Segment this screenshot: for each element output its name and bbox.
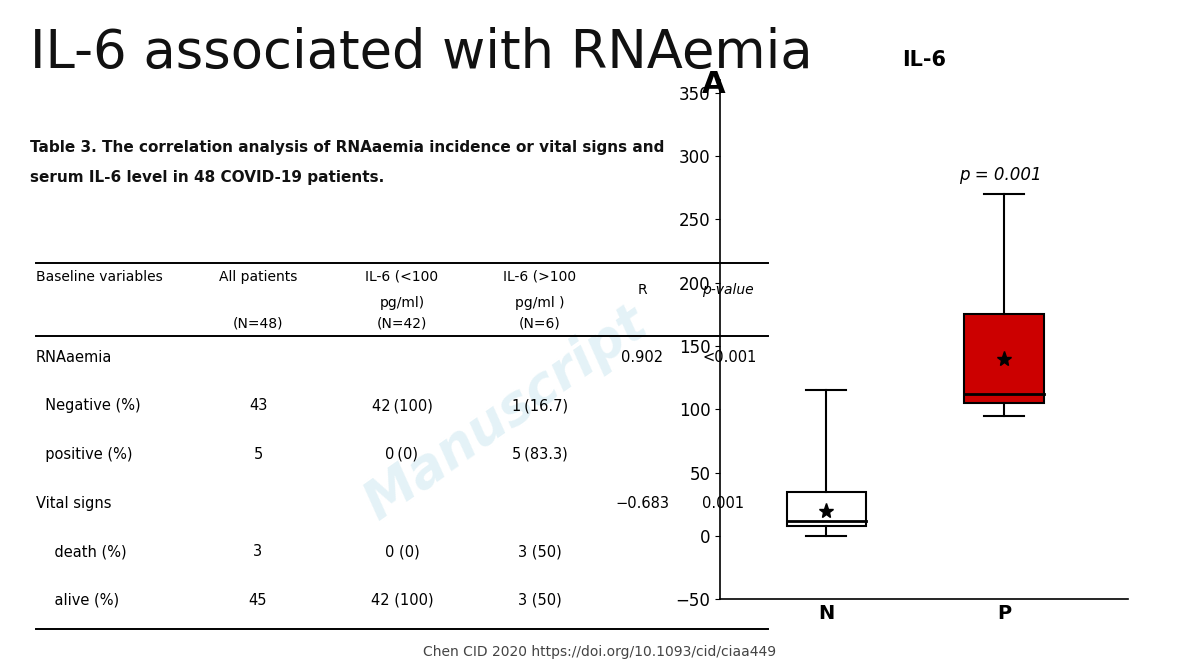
Text: 1 (16.7): 1 (16.7) xyxy=(512,398,568,414)
Text: alive (%): alive (%) xyxy=(36,593,119,608)
Text: IL-6 (<100: IL-6 (<100 xyxy=(366,270,438,284)
Text: 5 (83.3): 5 (83.3) xyxy=(512,447,568,462)
Text: death (%): death (%) xyxy=(36,544,127,559)
Text: 43: 43 xyxy=(248,398,268,414)
Text: 42 (100): 42 (100) xyxy=(372,398,432,414)
Text: Manuscript: Manuscript xyxy=(355,296,658,529)
Text: 42 (100): 42 (100) xyxy=(371,593,433,608)
Text: pg/ml): pg/ml) xyxy=(379,296,425,310)
Text: (N=6): (N=6) xyxy=(520,316,560,330)
Text: p = 0.001: p = 0.001 xyxy=(960,166,1042,184)
Text: 3 (50): 3 (50) xyxy=(518,593,562,608)
Text: pg/ml ): pg/ml ) xyxy=(515,296,565,310)
Text: Baseline variables: Baseline variables xyxy=(36,270,163,284)
Title: IL-6: IL-6 xyxy=(902,50,946,70)
Text: IL-6 associated with RNAemia: IL-6 associated with RNAemia xyxy=(30,27,812,79)
Text: 0.001: 0.001 xyxy=(702,496,744,511)
Text: 3 (50): 3 (50) xyxy=(518,544,562,559)
Text: (N=48): (N=48) xyxy=(233,316,283,330)
Text: <0.001: <0.001 xyxy=(702,350,756,365)
Text: 0.902: 0.902 xyxy=(620,350,664,365)
Text: (N=42): (N=42) xyxy=(377,316,427,330)
Text: 3: 3 xyxy=(253,544,263,559)
Text: −0.683: −0.683 xyxy=(616,496,670,511)
Text: Table 3. The correlation analysis of RNAaemia incidence or vital signs and: Table 3. The correlation analysis of RNA… xyxy=(30,140,665,155)
Text: positive (%): positive (%) xyxy=(36,447,132,462)
Bar xyxy=(786,492,866,526)
Text: Vital signs: Vital signs xyxy=(36,496,112,511)
Text: RNAaemia: RNAaemia xyxy=(36,350,113,365)
Text: IL-6 (>100: IL-6 (>100 xyxy=(504,270,576,284)
Bar xyxy=(964,314,1044,403)
Text: 5: 5 xyxy=(253,447,263,462)
Text: serum IL-6 level in 48 COVID-19 patients.: serum IL-6 level in 48 COVID-19 patients… xyxy=(30,170,384,185)
Text: 45: 45 xyxy=(248,593,268,608)
Text: All patients: All patients xyxy=(218,270,298,284)
Text: R: R xyxy=(637,283,647,297)
Text: 0 (0): 0 (0) xyxy=(385,447,419,462)
Text: Negative (%): Negative (%) xyxy=(36,398,140,414)
Text: p-value: p-value xyxy=(702,283,754,297)
Text: Chen CID 2020 https://doi.org/10.1093/cid/ciaa449: Chen CID 2020 https://doi.org/10.1093/ci… xyxy=(424,645,776,659)
Text: 0 (0): 0 (0) xyxy=(385,544,419,559)
Text: A: A xyxy=(702,70,726,99)
